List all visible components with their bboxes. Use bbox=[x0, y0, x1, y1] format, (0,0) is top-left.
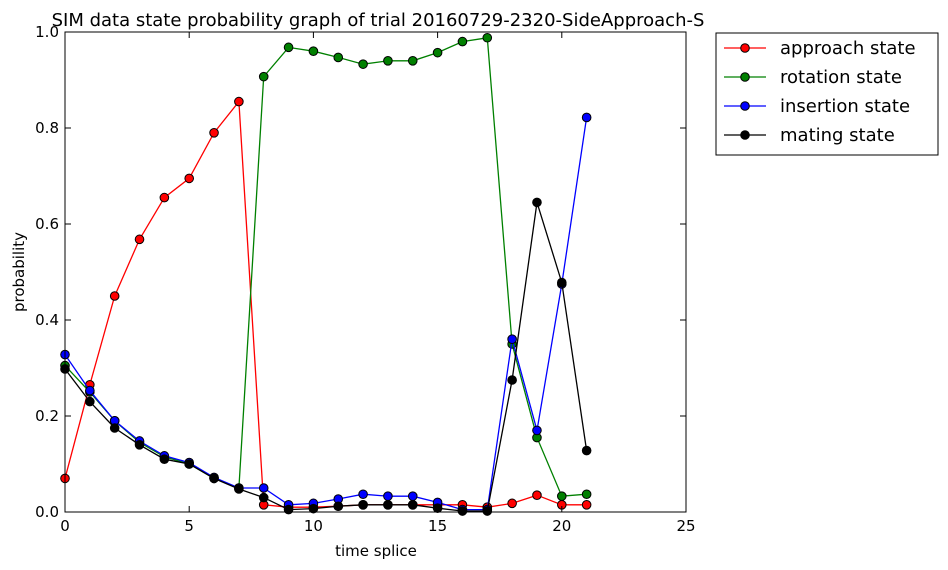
data-point-s1-15 bbox=[432, 47, 443, 58]
data-point-s1-12 bbox=[358, 59, 368, 69]
data-point-s3-11 bbox=[333, 501, 344, 512]
data-point-s2-18 bbox=[507, 334, 517, 345]
legend-label-1: rotation state bbox=[780, 67, 902, 88]
data-point-s1-10 bbox=[308, 46, 319, 57]
data-point-s2-1 bbox=[85, 385, 95, 396]
data-point-s0-18 bbox=[507, 498, 517, 509]
data-point-s3-9 bbox=[283, 504, 294, 515]
data-point-s0-6 bbox=[209, 128, 219, 138]
y-tick-label-2: 0.4 bbox=[35, 311, 59, 329]
data-point-s0-4 bbox=[159, 192, 170, 203]
x-tick-label-1: 5 bbox=[184, 517, 194, 535]
data-point-s3-13 bbox=[383, 500, 393, 510]
data-point-s3-17 bbox=[482, 506, 493, 516]
data-point-s3-21 bbox=[581, 445, 592, 456]
y-tick-label-4: 0.8 bbox=[35, 119, 59, 137]
data-point-s3-2 bbox=[109, 423, 120, 433]
legend-label-3: mating state bbox=[780, 125, 895, 146]
y-tick-label-5: 1.0 bbox=[35, 23, 59, 41]
legend: approach state rotation state insertion st… bbox=[715, 32, 939, 156]
data-point-s1-9 bbox=[283, 42, 294, 53]
data-point-s3-20 bbox=[557, 277, 567, 288]
x-tick-label-0: 0 bbox=[60, 517, 70, 535]
legend-label-0: approach state bbox=[780, 38, 916, 59]
chart-title: SIM data state probability graph of tria… bbox=[52, 10, 705, 31]
data-point-s1-20 bbox=[557, 491, 567, 501]
data-point-s3-5 bbox=[184, 459, 194, 469]
legend-marker-2 bbox=[740, 101, 750, 111]
x-axis-label: time splice bbox=[335, 542, 417, 560]
plot-area: 0 5 10 15 20 25 0.0 0.2 0.4 0.6 0.8 1.0 bbox=[35, 23, 695, 535]
data-point-s1-21 bbox=[581, 489, 592, 500]
legend-marker-3 bbox=[740, 130, 750, 140]
data-point-s1-13 bbox=[383, 56, 393, 66]
data-point-s0-21 bbox=[581, 500, 592, 510]
y-tick-label-3: 0.6 bbox=[35, 215, 59, 233]
data-point-s3-19 bbox=[532, 197, 542, 208]
data-point-s1-11 bbox=[333, 52, 344, 63]
data-point-s3-1 bbox=[85, 396, 95, 407]
data-point-s2-13 bbox=[383, 491, 393, 501]
x-tick-label-2: 10 bbox=[304, 517, 323, 535]
series-line-2 bbox=[64, 117, 588, 511]
data-point-s1-14 bbox=[407, 56, 418, 66]
data-point-s0-19 bbox=[532, 490, 542, 501]
data-point-s3-4 bbox=[159, 454, 170, 465]
legend-label-2: insertion state bbox=[780, 96, 910, 117]
data-point-s2-8 bbox=[258, 483, 269, 493]
x-tick-label-4: 20 bbox=[552, 517, 571, 535]
data-point-s1-8 bbox=[258, 71, 269, 82]
series-line-0 bbox=[64, 99, 587, 508]
y-axis-label: probability bbox=[10, 232, 28, 312]
data-point-s3-6 bbox=[209, 473, 219, 484]
data-point-s3-18 bbox=[507, 375, 517, 385]
data-point-s3-14 bbox=[407, 500, 418, 510]
plot-frame bbox=[64, 31, 687, 513]
data-point-s2-21 bbox=[581, 112, 592, 123]
data-point-s0-3 bbox=[134, 234, 145, 245]
data-point-s3-3 bbox=[134, 440, 145, 450]
series-line-1 bbox=[64, 37, 587, 497]
data-point-s0-2 bbox=[109, 291, 120, 301]
data-point-s2-12 bbox=[358, 489, 368, 500]
data-point-s3-8 bbox=[258, 492, 269, 503]
data-point-s0-5 bbox=[184, 173, 194, 184]
data-point-s2-14 bbox=[407, 491, 418, 501]
legend-marker-1 bbox=[740, 72, 750, 82]
data-point-s0-7 bbox=[234, 96, 244, 107]
x-tick-label-3: 15 bbox=[428, 517, 447, 535]
data-point-s3-16 bbox=[457, 506, 468, 516]
y-tick-label-0: 0.0 bbox=[35, 503, 59, 521]
data-point-s1-16 bbox=[457, 36, 468, 47]
data-point-s3-12 bbox=[358, 500, 368, 510]
x-tick-label-5: 25 bbox=[676, 517, 695, 535]
data-point-s1-17 bbox=[482, 32, 493, 43]
legend-marker-0 bbox=[740, 43, 750, 53]
y-tick-label-1: 0.2 bbox=[35, 407, 59, 425]
series-line-3 bbox=[64, 202, 588, 512]
data-point-s2-19 bbox=[532, 425, 542, 436]
data-point-s3-7 bbox=[234, 484, 244, 494]
